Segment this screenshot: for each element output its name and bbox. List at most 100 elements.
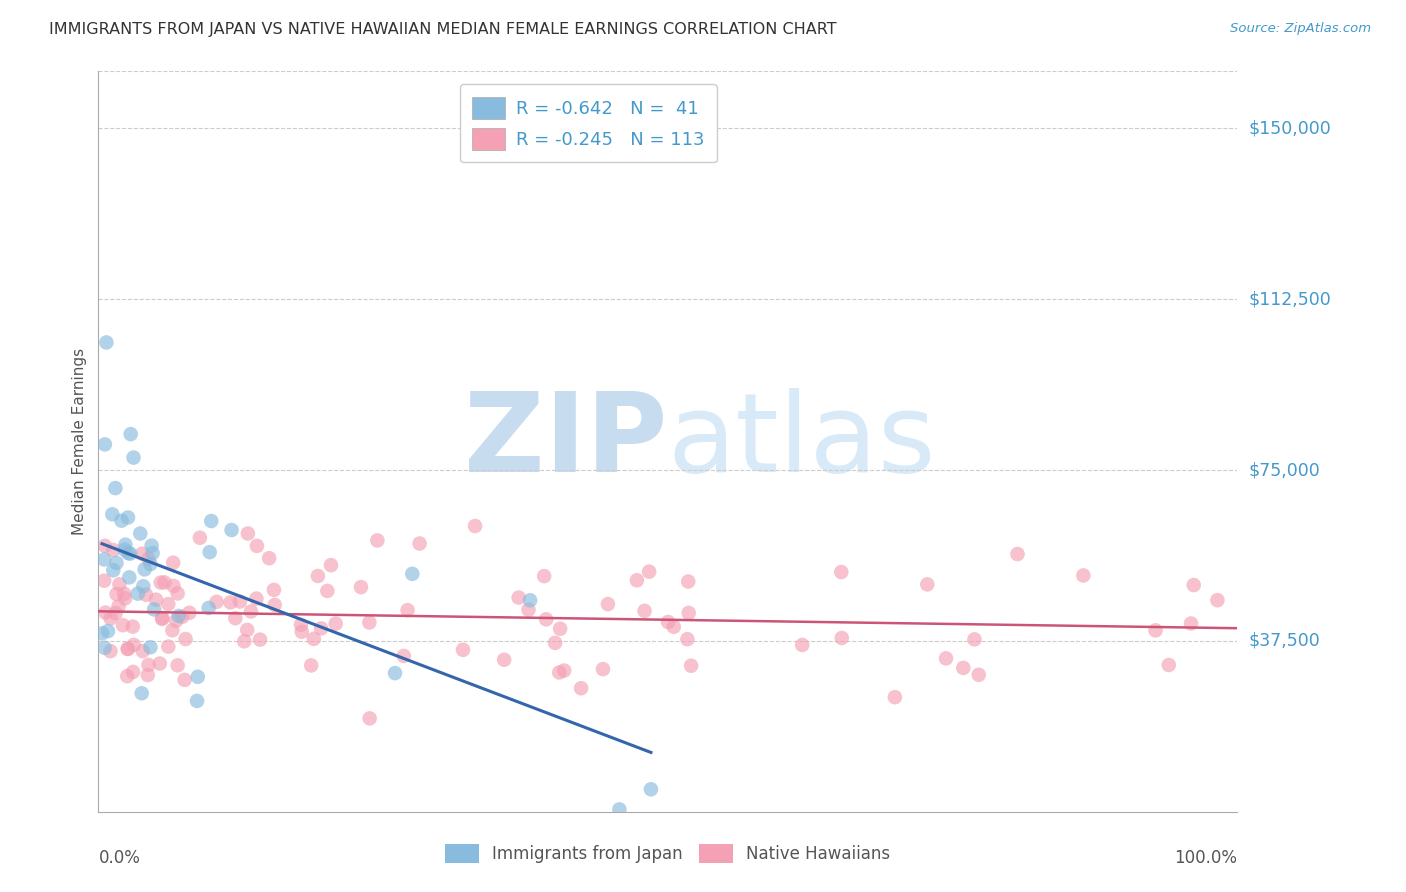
Point: [359, 615, 381, 630]
Point: [110, 514, 132, 528]
Point: [117, 510, 139, 524]
Point: [186, 694, 208, 708]
Point: [117, 669, 139, 683]
Point: [224, 611, 246, 625]
Point: [112, 587, 135, 601]
Point: [114, 542, 136, 557]
Point: [135, 588, 157, 602]
Point: [117, 641, 139, 656]
Point: [117, 642, 139, 657]
Y-axis label: Median Female Earnings: Median Female Earnings: [72, 348, 87, 535]
Point: [139, 557, 162, 571]
Point: [240, 604, 263, 618]
Point: [319, 558, 342, 573]
Point: [967, 667, 990, 681]
Point: [657, 615, 679, 629]
Point: [153, 575, 176, 590]
Point: [830, 565, 852, 579]
Point: [127, 586, 149, 600]
Point: [173, 673, 195, 687]
Point: [91, 626, 114, 640]
Point: [162, 579, 184, 593]
Point: [638, 565, 661, 579]
Point: [166, 586, 188, 600]
Point: [174, 632, 197, 646]
Point: [197, 601, 219, 615]
Point: [187, 670, 209, 684]
Point: [464, 519, 486, 533]
Point: [188, 531, 211, 545]
Point: [662, 620, 685, 634]
Point: [103, 543, 125, 558]
Text: Source: ZipAtlas.com: Source: ZipAtlas.com: [1230, 22, 1371, 36]
Point: [245, 591, 267, 606]
Point: [1007, 547, 1029, 561]
Point: [117, 546, 139, 560]
Point: [150, 611, 173, 625]
Point: [97, 624, 120, 638]
Point: [316, 583, 339, 598]
Point: [384, 666, 406, 681]
Point: [1073, 568, 1095, 582]
Point: [105, 556, 128, 570]
Point: [105, 587, 128, 601]
Point: [101, 508, 124, 522]
Point: [291, 624, 314, 639]
Point: [94, 437, 117, 451]
Point: [676, 632, 699, 647]
Point: [494, 653, 516, 667]
Point: [325, 616, 347, 631]
Point: [132, 579, 155, 593]
Point: [681, 658, 703, 673]
Text: $150,000: $150,000: [1249, 120, 1331, 137]
Point: [883, 690, 905, 705]
Point: [93, 552, 115, 566]
Point: [138, 657, 160, 672]
Point: [553, 664, 575, 678]
Point: [93, 640, 115, 655]
Point: [396, 603, 419, 617]
Legend: Immigrants from Japan, Native Hawaiians: Immigrants from Japan, Native Hawaiians: [439, 838, 897, 870]
Point: [100, 611, 122, 625]
Point: [122, 665, 145, 679]
Point: [219, 595, 242, 609]
Point: [143, 602, 166, 616]
Point: [263, 582, 285, 597]
Point: [118, 570, 141, 584]
Point: [246, 539, 269, 553]
Point: [94, 606, 117, 620]
Point: [172, 609, 194, 624]
Point: [104, 481, 127, 495]
Point: [114, 538, 136, 552]
Point: [309, 622, 332, 636]
Point: [508, 591, 530, 605]
Point: [233, 634, 256, 648]
Point: [166, 658, 188, 673]
Point: [122, 638, 145, 652]
Point: [596, 597, 619, 611]
Text: 100.0%: 100.0%: [1174, 849, 1237, 867]
Point: [205, 595, 228, 609]
Point: [157, 640, 180, 654]
Point: [139, 640, 162, 655]
Point: [534, 612, 557, 626]
Point: [120, 427, 142, 442]
Point: [917, 577, 939, 591]
Point: [103, 563, 125, 577]
Point: [792, 638, 814, 652]
Point: [1206, 593, 1229, 607]
Point: [179, 606, 201, 620]
Point: [299, 658, 322, 673]
Point: [94, 539, 117, 553]
Point: [200, 514, 222, 528]
Point: [678, 574, 700, 589]
Point: [157, 597, 180, 611]
Text: IMMIGRANTS FROM JAPAN VS NATIVE HAWAIIAN MEDIAN FEMALE EARNINGS CORRELATION CHAR: IMMIGRANTS FROM JAPAN VS NATIVE HAWAIIAN…: [49, 22, 837, 37]
Point: [141, 539, 163, 553]
Point: [408, 536, 430, 550]
Point: [935, 651, 957, 665]
Point: [104, 606, 127, 620]
Point: [366, 533, 388, 548]
Point: [93, 574, 115, 588]
Point: [96, 335, 118, 350]
